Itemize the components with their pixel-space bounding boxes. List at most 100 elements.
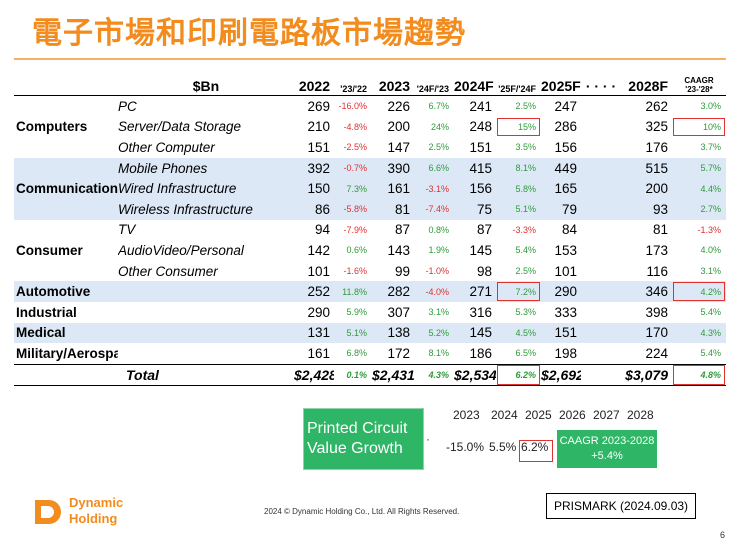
cell-g1: 7.3%: [334, 178, 372, 199]
total-g1: 0.1%: [334, 363, 372, 387]
pcb-value-growth-label: Printed Circuit Value Growth: [303, 408, 424, 470]
cell-v22: 86: [294, 198, 334, 220]
cell-v24: 241: [469, 98, 492, 114]
cell-v28: 81: [652, 222, 668, 238]
row-category: [14, 220, 118, 241]
spacer-cell: [14, 363, 118, 387]
cell-g1: -1.6%: [343, 266, 367, 277]
highlight-box: [519, 440, 553, 462]
cell-v22: 94: [314, 222, 330, 238]
table-row: Consumer AudioVideo/Personal 142 0.6% 143 1.9…: [14, 240, 726, 261]
cell-v23: 138: [372, 322, 414, 344]
cell-v28: 515: [621, 157, 672, 179]
cell-g3: 5.3%: [515, 307, 536, 318]
pcb-year: 2025: [525, 408, 552, 422]
pcb-years: 2023 2024 2025 2026 2027 2028: [443, 408, 663, 422]
cell-v28: 173: [645, 242, 668, 258]
cell-v28: 176: [645, 139, 668, 155]
total-v22: $2,428: [294, 363, 334, 387]
cell-c: 2.7%: [672, 198, 726, 220]
total-g2: 4.3%: [414, 363, 454, 387]
cell-v24: 151: [469, 139, 492, 155]
header-unit: $Bn: [118, 70, 294, 96]
cell-c: 10%: [672, 117, 726, 138]
pcb-year: 2023: [453, 408, 480, 422]
cell-v28: 224: [645, 345, 668, 361]
table-header: $Bn 2022 '23/'22 2023 '24F/'23 2024F '25…: [14, 70, 726, 96]
cell-v28: 398: [645, 304, 668, 320]
table-row: PC 269 -16.0% 226 6.7% 241 2.5% 247 262 3.0%: [14, 96, 726, 117]
cell-g3: 2.5%: [515, 101, 536, 112]
spacer-cell: [581, 198, 621, 220]
dynamic-logo-icon: [35, 500, 61, 524]
cell-g2: 3.1%: [428, 307, 449, 318]
cell-v25: 156: [554, 139, 577, 155]
row-segment: AudioVideo/Personal: [118, 242, 244, 258]
table-row: Industrial 290 5.9% 307 3.1% 316 5.3% 333 398 5.4…: [14, 302, 726, 323]
cell-g3: 2.5%: [515, 266, 536, 277]
spacer-cell: [581, 157, 621, 179]
table-row: TV 94 -7.9% 87 0.8% 87 -3.3% 84 81 -1.3%: [14, 220, 726, 241]
cell-g3: -3.3%: [512, 224, 536, 235]
table-row: Mobile Phones 392 -0.7% 390 6.6% 415 8.1% 449 51…: [14, 157, 726, 179]
cell-v23: 226: [387, 98, 410, 114]
cell-v23: 143: [387, 242, 410, 258]
cell-g2: 24%: [430, 121, 449, 132]
row-segment: Mobile Phones: [118, 157, 294, 179]
spacer-cell: [581, 137, 621, 158]
cell-v22: 142: [307, 242, 330, 258]
row-category: Automotive: [14, 281, 118, 302]
cell-v23: 161: [372, 178, 414, 199]
cell-v25: 198: [554, 345, 577, 361]
header-growth-23-22: '23/'22: [334, 70, 372, 96]
header-caagr: CAAGR '23-'28*: [672, 70, 726, 96]
total-v23: $2,431: [372, 363, 414, 387]
page-title: 電子市場和印刷電路板市場趨勢: [32, 16, 466, 51]
header-growth-24-23: '24F/'23: [414, 70, 454, 96]
cell-g2: 2.5%: [428, 142, 449, 153]
cell-g2: 6.7%: [428, 101, 449, 112]
cell-v22: 290: [307, 304, 330, 320]
cell-g1: 6.8%: [346, 348, 367, 359]
cell-g3: 4.5%: [496, 322, 541, 344]
spacer-cell: [581, 240, 621, 261]
spacer-cell: [581, 343, 621, 364]
cell-c: 5.7%: [672, 157, 726, 179]
cell-v25: 153: [554, 242, 577, 258]
table-row: Other Computer 151 -2.5% 147 2.5% 151 3.5% 156 1…: [14, 137, 726, 158]
cell-v22: 161: [307, 345, 330, 361]
total-g3: 6.2%: [496, 363, 541, 387]
cell-v25: 286: [554, 119, 577, 135]
spacer-cell: [581, 281, 621, 302]
cell-g2: 5.2%: [414, 322, 454, 344]
cell-c: 5.4%: [700, 307, 721, 318]
header-dots: · · · ·: [581, 70, 621, 96]
row-category: [14, 96, 118, 117]
row-segment: Other Computer: [118, 139, 215, 155]
row-category: Computers: [16, 119, 88, 135]
cell-g1: -4.8%: [343, 121, 367, 132]
cell-v28: 170: [621, 322, 672, 344]
cell-g1: -2.5%: [343, 142, 367, 153]
cell-v24: 186: [469, 345, 492, 361]
table-row: Automotive 252 11.8% 282 -4.0% 271 7.2% 290 346 4…: [14, 281, 726, 302]
cell-v22: 252: [294, 281, 334, 302]
table-row: Wireless Infrastructure 86 -5.8% 81 -7.4% 75 5…: [14, 198, 726, 220]
cell-v23: 307: [387, 304, 410, 320]
spacer-cell: [581, 363, 621, 387]
row-category: Communication: [14, 178, 118, 199]
header-2023: 2023: [372, 70, 414, 96]
cell-v24: 75: [454, 198, 496, 220]
row-category: Medical: [14, 322, 118, 344]
cell-g2: -4.0%: [414, 281, 454, 302]
header-growth-25-24: '25F/'24F: [496, 70, 541, 96]
spacer-cell: [581, 117, 621, 138]
table-row: Computers Server/Data Storage 210 -4.8% 200 2…: [14, 117, 726, 138]
cell-g2: 0.8%: [428, 224, 449, 235]
pcb-year: 2027: [593, 408, 620, 422]
cell-g1: 5.9%: [346, 307, 367, 318]
row-category: [14, 261, 118, 282]
cell-g1: -5.8%: [334, 198, 372, 220]
cell-v22: 269: [307, 98, 330, 114]
cell-g3: 5.1%: [496, 198, 541, 220]
